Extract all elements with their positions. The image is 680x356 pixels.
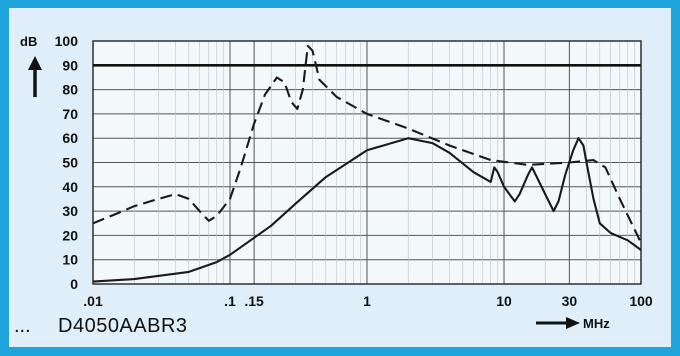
y-tick-label: 50 <box>62 155 78 171</box>
y-tick-label: 80 <box>62 82 78 98</box>
y-tick-label: 70 <box>62 106 78 122</box>
y-tick-label: 0 <box>70 276 78 292</box>
figure-id: D4050AABR3 <box>58 315 188 337</box>
frame-top <box>0 0 680 8</box>
x-tick-label: .1 <box>224 293 236 309</box>
y-tick-label: 30 <box>62 203 78 219</box>
x-tick-label: 100 <box>629 293 653 309</box>
x-tick-label: .15 <box>244 293 264 309</box>
x-axis-unit-label: MHz <box>583 316 610 331</box>
series-line-solid <box>92 137 642 283</box>
x-tick-label: .01 <box>83 293 103 309</box>
series-line-dashed <box>92 44 642 244</box>
y-tick-label: 100 <box>55 33 79 49</box>
y-tick-label: 90 <box>62 57 78 73</box>
x-tick-label: 1 <box>363 293 371 309</box>
y-tick-label: 60 <box>62 130 78 146</box>
frame-bottom <box>0 347 680 356</box>
frame-right <box>671 0 680 356</box>
y-axis-arrow-head <box>28 56 42 70</box>
frame-left <box>0 0 9 356</box>
x-axis-arrow-head <box>566 317 580 329</box>
y-axis-label: dB <box>20 34 37 49</box>
y-tick-label: 40 <box>62 179 78 195</box>
y-tick-label: 20 <box>62 227 78 243</box>
x-tick-label: 30 <box>562 293 578 309</box>
plot-frame <box>92 40 642 285</box>
y-tick-label: 10 <box>62 252 78 268</box>
x-tick-label: 10 <box>496 293 512 309</box>
footer-dots: ... <box>14 315 31 337</box>
